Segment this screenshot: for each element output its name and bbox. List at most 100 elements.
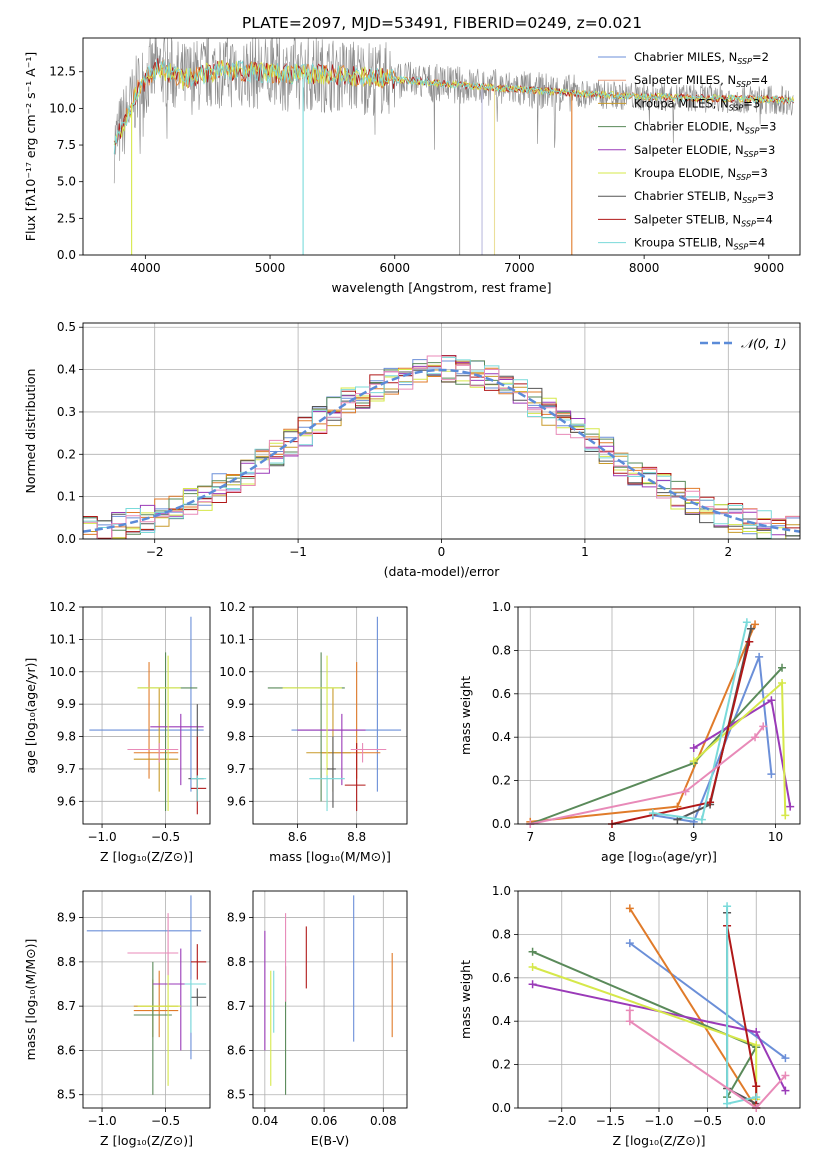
x-tick-label: 8.6 [288,830,307,844]
errorbar-point [133,970,179,1038]
errorbar-point [306,687,351,792]
legend-sep: , [726,189,733,203]
legend-nssp: N [736,120,745,134]
axes-frame [82,37,801,256]
series-line [628,1010,787,1110]
x-tick-label: 8000 [629,261,660,275]
legend-eq: = [760,120,770,134]
y-tick-label: 0.5 [57,320,76,334]
y-tick-label: 0.6 [492,971,511,985]
legend-n: 4 [758,236,765,250]
legend-name: Kroupa STELIB [634,236,718,250]
legend-nssp: N [732,212,741,226]
gaussian-curve [83,368,800,533]
mass-weight-vs-metallicity-panel: −2.0 −1.5 −1.0 −0.5 0.0 0.0 0.2 0.4 0.6 0.8 1.0 Z [… [458,884,801,1148]
errorbar-point [321,662,381,779]
y-tick-label: 9.8 [227,730,246,744]
y-tick-label: 1.0 [492,600,511,614]
errorbar-point [133,979,179,1038]
x-tick-label: 7 [526,830,534,844]
y-tick-label: 8.7 [57,999,76,1013]
legend-nssp-sub: SSP [744,150,759,159]
errorbar-point [150,713,204,786]
y-tick-label: 12.5 [49,65,76,79]
y-tick-label: 9.7 [227,762,246,776]
y-axis-label: age [log₁₀(age/yr)] [23,658,38,774]
y-tick-label: 0.0 [492,1101,511,1115]
y-tick-label: 9.9 [57,697,76,711]
legend-entry: Chabrier STELIB, NSSP=3 [634,189,774,205]
x-tick-label: 8.8 [347,830,366,844]
x-tick-label: 0.08 [370,1114,397,1128]
legend-nssp: N [720,96,729,110]
series-marker [697,815,706,824]
x-tick-label: 7000 [504,261,535,275]
axes-frame [82,606,211,825]
y-tick-label: 0.6 [492,687,511,701]
legend-n: 3 [760,166,767,180]
y-tick-label: 7.5 [57,138,76,152]
x-tick-label: −1.0 [87,1114,116,1128]
legend-nssp-sub: SSP [729,103,744,112]
x-tick-label: 8 [608,830,616,844]
series-marker [752,1093,761,1102]
series-marker [689,757,698,766]
spectrum-model-line [113,60,795,146]
legend-nssp-sub: SSP [741,219,756,228]
legend-entry: Salpeter MILES, NSSP=4 [634,73,768,89]
age-vs-mass-panel: 8.6 8.8 9.6 9.7 9.8 9.9 10.0 10.1 10.2 mass [log₁… [219,600,408,864]
y-tick-label: 0.2 [492,1058,511,1072]
series-lines [528,902,790,1112]
y-tick-label: 10.1 [49,632,76,646]
axes-frame [82,890,211,1109]
legend-entry: Kroupa ELODIE, NSSP=3 [634,166,768,182]
y-tick-label: 0.0 [492,817,511,831]
x-tick-label: −1.5 [596,1114,625,1128]
series-marker [781,1086,790,1095]
y-tick-label: 9.9 [227,697,246,711]
series-marker [706,798,715,807]
legend-sep: , [725,212,732,226]
y-tick-label: 0.4 [57,363,76,377]
series-marker [781,1054,790,1063]
series-marker [767,770,776,779]
series-marker [786,802,795,811]
legend-name: Kroupa ELODIE [634,166,720,180]
series-marker [528,980,537,989]
y-tick-label: 0.8 [492,643,511,657]
legend-nssp-sub: SSP [745,127,760,136]
y-axis-label: Flux [fλ10⁻¹⁷ erg cm⁻² s⁻¹ A⁻¹] [23,52,38,241]
legend-entry: Chabrier ELODIE, NSSP=3 [634,120,776,136]
legend-entry: Kroupa STELIB, NSSP=4 [634,236,765,252]
x-axis-label: mass [log₁₀(M/M⊙)] [269,849,391,864]
errorbars [86,895,207,1095]
legend-sep: , [729,120,736,134]
legend-nssp: N [734,189,743,203]
series-marker [767,696,776,705]
figure-title: PLATE=2097, MJD=53491, FIBERID=0249, z=0… [242,14,642,32]
legend-sep: , [713,96,720,110]
x-tick-label: −0.5 [151,830,180,844]
series-marker [759,722,768,731]
series-marker [755,652,764,661]
x-tick-label: 10 [768,830,783,844]
series-marker [746,624,755,633]
x-tick-label: −1.0 [644,1114,673,1128]
x-tick-label: −2.0 [547,1114,576,1128]
spectrum-panel: 4000 5000 6000 7000 8000 9000 0.0 2.5 5.0 7.5 10.0… [23,37,801,295]
series-marker [781,1071,790,1080]
y-tick-label: 0.1 [57,490,76,504]
errorbar-point [297,713,366,786]
spectrum-model-line [113,60,795,155]
errorbar-point [190,944,207,980]
errorbar-point [133,961,172,1095]
legend-nssp: N [727,73,736,87]
x-tick-label: 0.0 [747,1114,766,1128]
series-marker [778,678,787,687]
legend-name: Chabrier STELIB [634,189,726,203]
y-tick-label: 10.2 [49,600,76,614]
legend-nssp: N [727,166,736,180]
legend-eq: = [757,189,767,203]
x-tick-label: 9 [690,830,698,844]
